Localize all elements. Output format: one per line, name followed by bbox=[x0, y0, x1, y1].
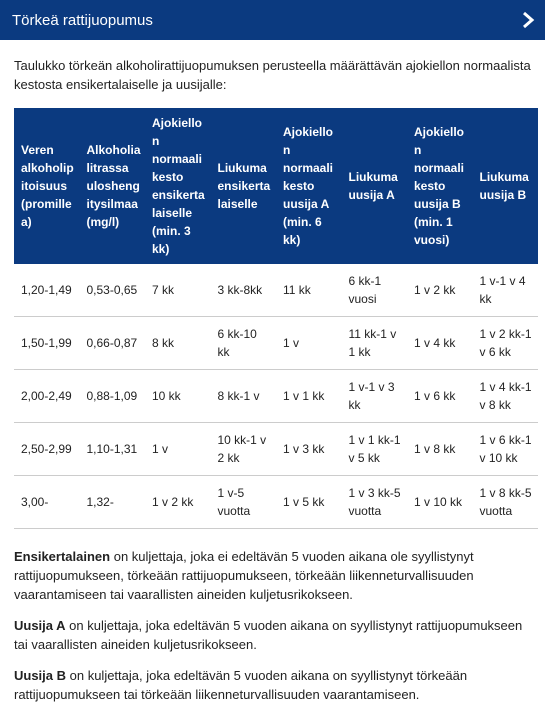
table-cell: 1 v bbox=[145, 422, 211, 476]
table-cell: 11 kk bbox=[276, 264, 342, 317]
table-cell: 1 v 4 kk-1 v 8 kk bbox=[472, 369, 538, 423]
table-cell: 1 v 1 kk-1 v 5 kk bbox=[341, 422, 407, 476]
table-cell: 2,00-2,49 bbox=[14, 369, 80, 423]
table-cell: 1 v bbox=[276, 316, 342, 370]
table-cell: 1 v 8 kk bbox=[407, 422, 473, 476]
column-header: Liukuma uusija A bbox=[341, 108, 407, 264]
table-cell: 1 v 6 kk bbox=[407, 369, 473, 423]
table-cell: 1 v 2 kk-1 v 6 kk bbox=[472, 316, 538, 370]
table-cell: 1 v 6 kk-1 v 10 kk bbox=[472, 422, 538, 476]
table-cell: 8 kk-1 v bbox=[210, 369, 276, 423]
column-header: Veren alkoholipitoisuus (promillea) bbox=[14, 108, 80, 264]
table-cell: 1,50-1,99 bbox=[14, 316, 80, 370]
table-cell: 1 v 2 kk bbox=[145, 475, 211, 529]
column-header: Alkoholia litrassa uloshengitysilmaa (mg… bbox=[79, 108, 145, 264]
table-cell: 1,32- bbox=[79, 475, 145, 529]
table-body: 1,20-1,49 0,53-0,65 7 kk 3 kk-8kk 11 kk 6 kk-… bbox=[14, 264, 538, 529]
column-header: Ajokiellon normaali kesto uusija A (min.… bbox=[276, 108, 342, 264]
table-cell: 1 v-1 v 4 kk bbox=[472, 264, 538, 317]
table-row: 1,50-1,99 0,66-0,87 8 kk 6 kk-10 kk 1 v 11 kk… bbox=[14, 316, 538, 370]
table-cell: 1 v-1 v 3 kk bbox=[341, 369, 407, 423]
table-cell: 0,88-1,09 bbox=[79, 369, 145, 423]
table-cell: 1 v 1 kk bbox=[276, 369, 342, 423]
data-table: Veren alkoholipitoisuus (promillea) Alkoh… bbox=[14, 108, 538, 529]
definition-term: Uusija A bbox=[14, 618, 66, 633]
table-cell: 2,50-2,99 bbox=[14, 422, 80, 476]
definition-text: on kuljettaja, joka edeltävän 5 vuoden a… bbox=[14, 618, 523, 652]
header-row: Veren alkoholipitoisuus (promillea) Alkoh… bbox=[14, 108, 538, 264]
definition: Uusija B on kuljettaja, joka edeltävän 5… bbox=[14, 666, 531, 704]
table-row: 3,00- 1,32- 1 v 2 kk 1 v-5 vuotta 1 v 5 kk 1 … bbox=[14, 475, 538, 529]
column-header: Liukuma uusija B bbox=[472, 108, 538, 264]
table-cell: 0,53-0,65 bbox=[79, 264, 145, 317]
table-cell: 1 v 2 kk bbox=[407, 264, 473, 317]
table-cell: 10 kk bbox=[145, 369, 211, 423]
column-header: Ajokiellon normaali kesto uusija B (min.… bbox=[407, 108, 473, 264]
definition-text: on kuljettaja, joka ei edeltävän 5 vuode… bbox=[14, 549, 474, 602]
table-cell: 1 v-5 vuotta bbox=[210, 475, 276, 529]
definition: Ensikertalainen on kuljettaja, joka ei e… bbox=[14, 547, 531, 604]
table-cell: 11 kk-1 v 1 kk bbox=[341, 316, 407, 370]
table-cell: 1 v 3 kk bbox=[276, 422, 342, 476]
table-cell: 1,20-1,49 bbox=[14, 264, 80, 317]
table-cell: 6 kk-10 kk bbox=[210, 316, 276, 370]
table-cell: 3 kk-8kk bbox=[210, 264, 276, 317]
table-row: 2,50-2,99 1,10-1,31 1 v 10 kk-1 v 2 kk 1 v 3… bbox=[14, 422, 538, 476]
table-cell: 6 kk-1 vuosi bbox=[341, 264, 407, 317]
table-cell: 3,00- bbox=[14, 475, 80, 529]
table-cell: 1,10-1,31 bbox=[79, 422, 145, 476]
table-cell: 1 v 3 kk-5 vuotta bbox=[341, 475, 407, 529]
table-cell: 8 kk bbox=[145, 316, 211, 370]
chevron-icon bbox=[523, 11, 535, 29]
definition-text: on kuljettaja, joka edeltävän 5 vuoden a… bbox=[14, 668, 468, 702]
column-header: Liukuma ensikertalaiselle bbox=[210, 108, 276, 264]
table-cell: 10 kk-1 v 2 kk bbox=[210, 422, 276, 476]
table-cell: 7 kk bbox=[145, 264, 211, 317]
intro-text: Taulukko törkeän alkoholirattijuopumukse… bbox=[14, 58, 531, 92]
table-cell: 1 v 8 kk-5 vuotta bbox=[472, 475, 538, 529]
definition-term: Uusija B bbox=[14, 668, 67, 683]
accordion-header[interactable]: Törkeä rattijuopumus bbox=[0, 0, 545, 40]
table-cell: 0,66-0,87 bbox=[79, 316, 145, 370]
table-cell: 1 v 10 kk bbox=[407, 475, 473, 529]
table-cell: 1 v 4 kk bbox=[407, 316, 473, 370]
definition-term: Ensikertalainen bbox=[14, 549, 111, 564]
accordion-title: Törkeä rattijuopumus bbox=[12, 11, 153, 29]
definitions: Ensikertalainen on kuljettaja, joka ei e… bbox=[0, 547, 545, 704]
column-header: Ajokiellon normaali kesto ensikertalaise… bbox=[145, 108, 211, 264]
table-row: 1,20-1,49 0,53-0,65 7 kk 3 kk-8kk 11 kk 6 kk-… bbox=[14, 264, 538, 317]
table-cell: 1 v 5 kk bbox=[276, 475, 342, 529]
definition: Uusija A on kuljettaja, joka edeltävän 5… bbox=[14, 616, 531, 654]
